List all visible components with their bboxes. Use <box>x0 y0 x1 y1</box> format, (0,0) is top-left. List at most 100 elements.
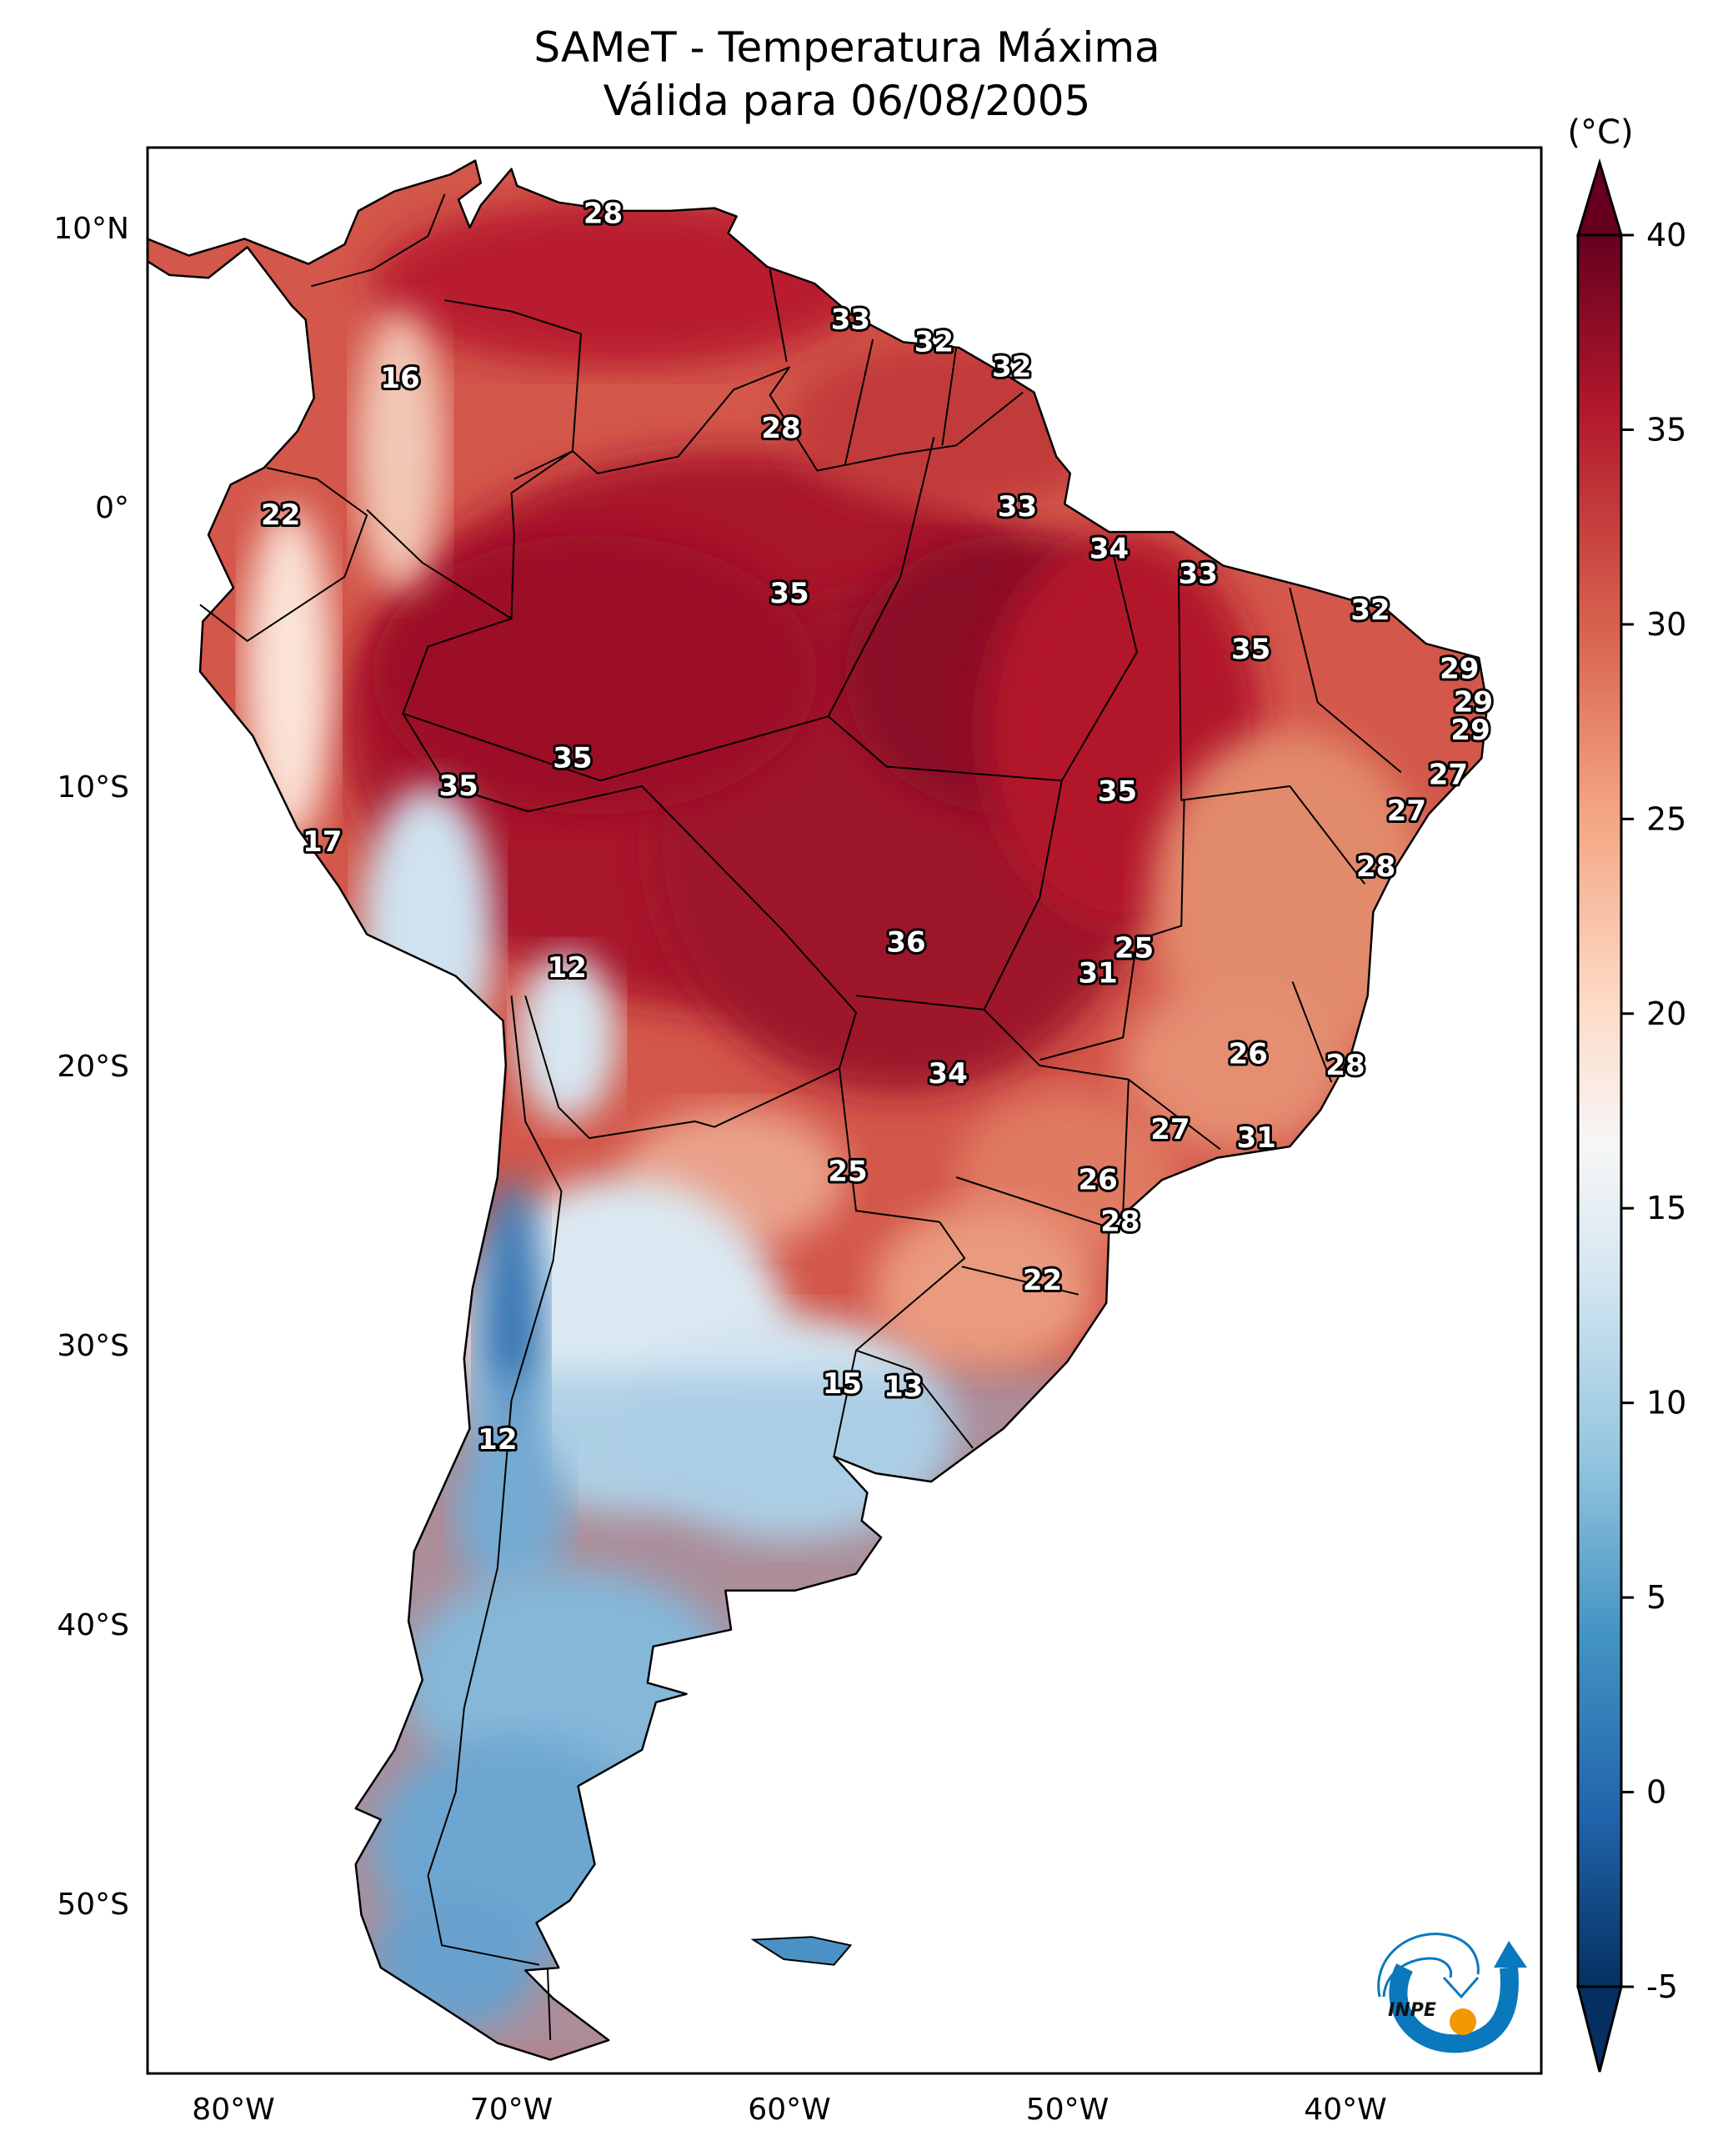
temp-blob <box>1123 981 1345 1150</box>
border-line <box>402 366 1024 1223</box>
logo-down-arrow-icon <box>1442 1976 1480 1999</box>
y-tick-label: 30°S <box>57 1329 129 1363</box>
temperature-label: 27 <box>1387 795 1426 828</box>
logo-orbit-outer <box>1377 1933 1480 1998</box>
temperature-label: 31 <box>1079 956 1118 990</box>
temp-blob <box>1150 730 1430 1065</box>
temperature-label: 28 <box>584 197 623 230</box>
x-tick-label: 60°W <box>748 2093 830 2127</box>
temperature-label: 22 <box>261 499 300 532</box>
longitude-axis: 80°W 70°W 60°W 50°W 40°W <box>192 2093 1386 2127</box>
temperature-label: 16 <box>380 362 419 395</box>
colorbar: (°C) 40 35 30 25 20 15 10 5 0 -5 <box>1567 113 1686 2073</box>
temperature-label: 33 <box>998 490 1037 524</box>
colorbar-tick-label: 15 <box>1646 1190 1686 1226</box>
x-tick-label: 80°W <box>192 2093 274 2127</box>
temperature-label: 32 <box>914 325 954 358</box>
y-tick-label: 50°S <box>57 1888 129 1922</box>
border-line <box>1122 1079 1129 1214</box>
colorbar-tick-label: 25 <box>1646 800 1686 837</box>
temperature-label: 32 <box>992 351 1031 384</box>
logo-swoosh <box>1389 1963 1519 2053</box>
temperature-label: 25 <box>828 1155 867 1188</box>
chart-title: SAMeT - Temperatura Máxima <box>533 23 1160 72</box>
temp-blob <box>372 534 818 815</box>
temperature-label: 28 <box>1325 1049 1365 1082</box>
temperature-label: 35 <box>1231 633 1270 666</box>
border-line <box>855 995 984 1010</box>
land-falklands <box>753 1937 851 1965</box>
colorbar-extend-max <box>1575 158 1624 237</box>
border-line <box>524 995 840 1140</box>
colorbar-tick-label: 30 <box>1646 606 1686 643</box>
y-tick-label: 20°S <box>57 1050 129 1084</box>
border-line <box>1039 800 1185 1061</box>
border-line <box>983 780 1221 1151</box>
temperature-label: 13 <box>884 1370 923 1403</box>
colorbar-tick-label: 20 <box>1646 995 1686 1032</box>
temp-blob <box>244 507 334 842</box>
colorbar-tick-label: 5 <box>1646 1579 1666 1616</box>
border-line <box>366 509 513 619</box>
temperature-field <box>148 148 1541 2073</box>
temperature-label: 26 <box>1079 1163 1118 1196</box>
temperature-label: 35 <box>769 577 809 610</box>
border-line <box>1060 549 1138 781</box>
logo-arrow-icon <box>1494 1941 1527 1968</box>
chart-subtitle: Válida para 06/08/2005 <box>603 77 1091 125</box>
temperature-label: 35 <box>1098 775 1137 809</box>
y-tick-label: 0° <box>95 491 129 525</box>
temperature-label: 28 <box>761 412 800 445</box>
border-line <box>955 1176 1109 1229</box>
colorbar-tick-label: 10 <box>1646 1385 1686 1421</box>
temp-blob <box>355 311 445 591</box>
border-line <box>1289 587 1402 774</box>
border-line <box>444 299 582 480</box>
x-tick-label: 50°W <box>1026 2093 1109 2127</box>
border-line <box>1177 568 1366 885</box>
temperature-label: 28 <box>1100 1206 1139 1239</box>
x-tick-label: 70°W <box>470 2093 553 2127</box>
temperature-label: 12 <box>478 1423 517 1457</box>
temp-blob <box>873 1205 1095 1373</box>
inpe-logo: INPE <box>1377 1933 1527 2053</box>
temperature-label: 27 <box>1150 1113 1190 1146</box>
y-tick-label: 10°N <box>53 212 129 246</box>
temperature-label: 22 <box>1023 1264 1062 1297</box>
temperature-label: 29 <box>1440 652 1479 685</box>
latitude-axis: 10°N 0° 10°S 20°S 30°S 40°S 50°S <box>53 212 129 1922</box>
border-line <box>311 193 446 288</box>
temperature-label: 34 <box>928 1057 967 1091</box>
temperature-label: 29 <box>1454 686 1493 720</box>
temperature-label: 17 <box>303 825 342 859</box>
temperature-label: 27 <box>1429 759 1468 792</box>
temperature-label: 25 <box>1114 931 1154 965</box>
temperature-label: 12 <box>548 951 587 985</box>
border-line <box>427 995 563 1966</box>
temperature-label: 31 <box>1237 1121 1276 1155</box>
colorbar-tick-label: 0 <box>1646 1774 1666 1811</box>
coastline <box>148 159 1489 2061</box>
temperature-label: 28 <box>1356 850 1395 884</box>
y-tick-label: 40°S <box>57 1608 129 1642</box>
x-tick-label: 40°W <box>1304 2093 1386 2127</box>
colorbar-bar <box>1576 233 1623 1988</box>
border-line <box>199 467 368 642</box>
logo-text: INPE <box>1388 2000 1436 2021</box>
temperature-label: 33 <box>831 303 870 337</box>
temperature-label: 34 <box>1089 532 1129 565</box>
border-line <box>1291 981 1333 1083</box>
temperature-label: 15 <box>823 1367 862 1401</box>
logo-sun-icon <box>1450 2008 1476 2035</box>
border-line <box>827 437 935 717</box>
colorbar-unit-label: (°C) <box>1567 113 1633 152</box>
temperature-label: 36 <box>886 926 925 960</box>
border-line <box>769 269 788 362</box>
temperature-label: 33 <box>1179 557 1218 590</box>
map-frame <box>146 146 1543 2075</box>
colorbar-tick-label: -5 <box>1646 1968 1678 2005</box>
temperature-label: 29 <box>1450 714 1490 747</box>
falklands-coast <box>750 1936 853 1966</box>
